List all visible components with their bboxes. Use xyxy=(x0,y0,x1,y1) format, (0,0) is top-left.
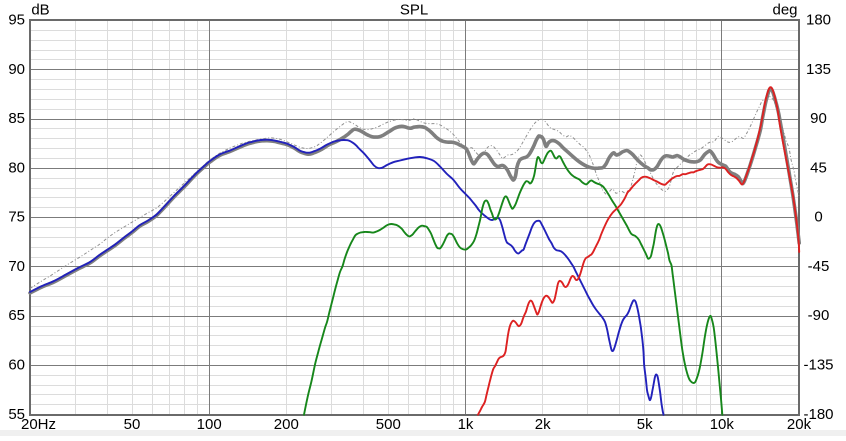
svg-text:50: 50 xyxy=(124,416,141,433)
svg-text:-180: -180 xyxy=(803,406,833,423)
svg-text:80: 80 xyxy=(8,159,25,176)
svg-text:500: 500 xyxy=(376,416,401,433)
svg-text:20Hz: 20Hz xyxy=(21,416,56,433)
svg-text:deg: deg xyxy=(772,2,797,19)
svg-text:100: 100 xyxy=(197,416,222,433)
svg-text:135: 135 xyxy=(806,61,831,78)
svg-text:10k: 10k xyxy=(710,416,735,433)
svg-text:180: 180 xyxy=(806,12,831,29)
svg-text:85: 85 xyxy=(8,110,25,127)
svg-text:dB: dB xyxy=(31,2,49,19)
svg-text:45: 45 xyxy=(810,159,827,176)
svg-text:55: 55 xyxy=(8,406,25,423)
svg-text:60: 60 xyxy=(8,357,25,374)
svg-text:0: 0 xyxy=(814,209,822,226)
svg-text:1k: 1k xyxy=(458,416,474,433)
svg-text:200: 200 xyxy=(274,416,299,433)
svg-text:-135: -135 xyxy=(803,357,833,374)
svg-text:65: 65 xyxy=(8,307,25,324)
svg-text:-90: -90 xyxy=(808,307,830,324)
svg-text:20k: 20k xyxy=(787,416,812,433)
svg-text:SPL: SPL xyxy=(400,2,428,19)
svg-text:90: 90 xyxy=(810,110,827,127)
svg-text:2k: 2k xyxy=(535,416,551,433)
svg-text:75: 75 xyxy=(8,209,25,226)
svg-text:5k: 5k xyxy=(637,416,653,433)
svg-text:70: 70 xyxy=(8,258,25,275)
svg-text:-45: -45 xyxy=(808,258,830,275)
svg-text:95: 95 xyxy=(8,12,25,29)
svg-text:90: 90 xyxy=(8,61,25,78)
